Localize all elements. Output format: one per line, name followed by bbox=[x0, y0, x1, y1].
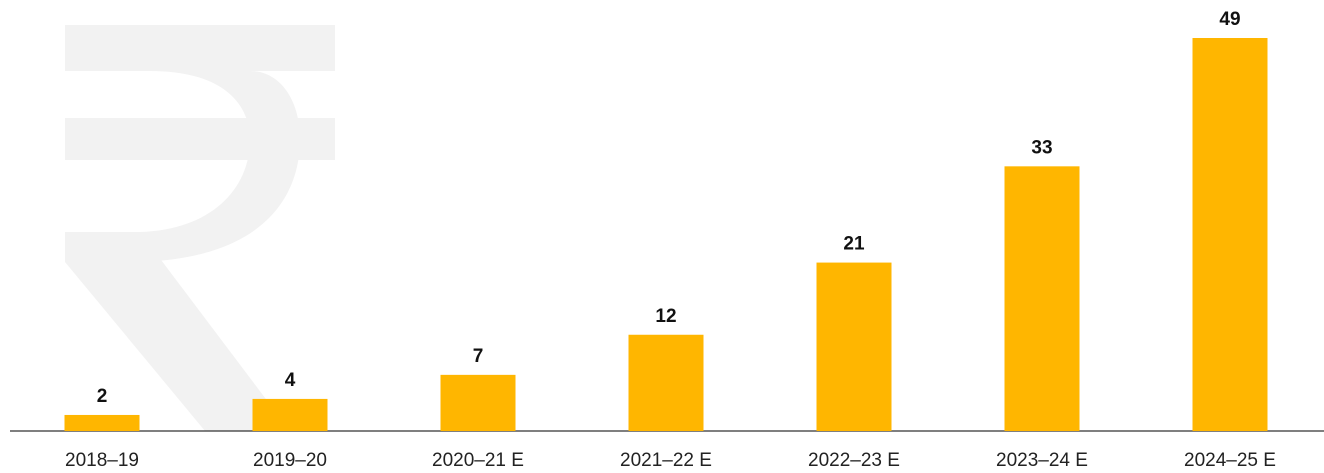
value-label: 4 bbox=[285, 370, 296, 391]
x-tick-label: 2023–24 E bbox=[996, 450, 1088, 471]
x-tick-label: 2022–23 E bbox=[808, 450, 900, 471]
value-label: 2 bbox=[97, 386, 108, 407]
bar bbox=[252, 398, 328, 431]
value-label: 21 bbox=[843, 234, 865, 255]
bar bbox=[628, 334, 704, 431]
value-label: 49 bbox=[1219, 9, 1240, 30]
bar bbox=[64, 414, 140, 431]
bar bbox=[1004, 166, 1080, 431]
rupee-watermark bbox=[65, 25, 335, 431]
x-tick-label: 2020–21 E bbox=[432, 450, 524, 471]
x-tick-label: 2018–19 bbox=[65, 450, 139, 471]
value-label: 7 bbox=[473, 346, 484, 367]
bar bbox=[440, 374, 516, 431]
bar bbox=[816, 262, 892, 431]
x-tick-label: 2021–22 E bbox=[620, 450, 712, 471]
value-label: 33 bbox=[1031, 137, 1052, 158]
bar bbox=[1192, 38, 1268, 431]
x-tick-label: 2024–25 E bbox=[1184, 450, 1276, 471]
x-tick-label: 2019–20 bbox=[253, 450, 327, 471]
value-label: 12 bbox=[655, 306, 676, 327]
